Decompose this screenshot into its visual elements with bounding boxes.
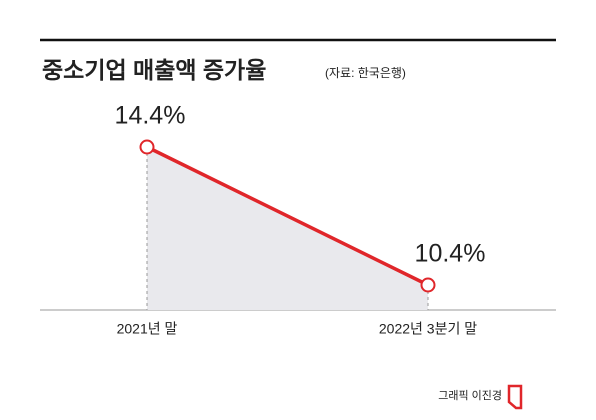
value-label: 10.4% xyxy=(415,240,486,268)
point xyxy=(420,277,436,293)
logo xyxy=(507,384,523,410)
point xyxy=(139,139,155,155)
x-tick-label: 2021년 말 xyxy=(117,321,178,337)
line xyxy=(146,145,429,287)
value-label: 14.4% xyxy=(115,102,186,130)
x-tick-label: 2022년 3분기 말 xyxy=(379,321,477,337)
chart-title: 중소기업 매출액 증가율 xyxy=(42,57,266,83)
area xyxy=(147,147,428,310)
credit: 그래픽 이진경 xyxy=(438,389,502,402)
chart-subtitle: (자료: 한국은행) xyxy=(325,65,406,80)
